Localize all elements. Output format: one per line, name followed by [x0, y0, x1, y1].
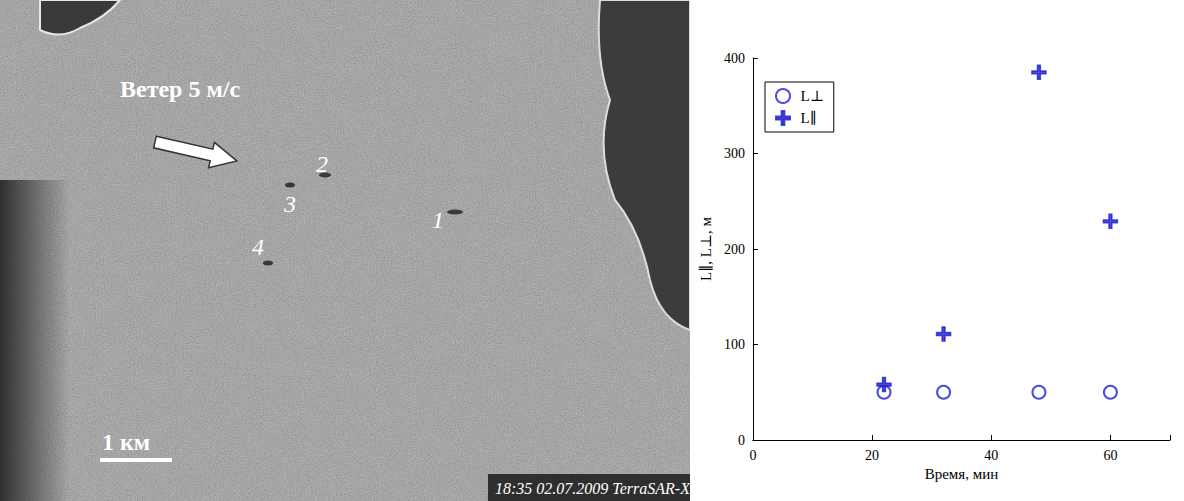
svg-text:300: 300: [724, 146, 745, 161]
svg-text:L∥, L⊥, м: L∥, L⊥, м: [698, 217, 714, 281]
svg-text:0: 0: [738, 433, 745, 448]
svg-text:4: 4: [252, 234, 264, 260]
svg-text:18:35 02.07.2009 TerraSAR-X: 18:35 02.07.2009 TerraSAR-X: [495, 480, 690, 497]
svg-text:3: 3: [283, 191, 296, 217]
svg-text:100: 100: [724, 337, 745, 352]
svg-text:Ветер 5 м/с: Ветер 5 м/с: [120, 76, 240, 102]
svg-text:0: 0: [749, 448, 756, 463]
svg-text:40: 40: [984, 448, 998, 463]
svg-text:1 км: 1 км: [102, 429, 150, 455]
svg-text:L⊥: L⊥: [801, 88, 824, 104]
svg-text:20: 20: [865, 448, 879, 463]
svg-text:200: 200: [724, 242, 745, 257]
svg-text:Время, мин: Время, мин: [925, 466, 999, 482]
svg-text:2: 2: [316, 151, 328, 177]
svg-text:400: 400: [724, 51, 745, 66]
svg-text:60: 60: [1103, 448, 1117, 463]
svg-text:L∥: L∥: [801, 110, 817, 126]
svg-text:1: 1: [432, 207, 444, 233]
